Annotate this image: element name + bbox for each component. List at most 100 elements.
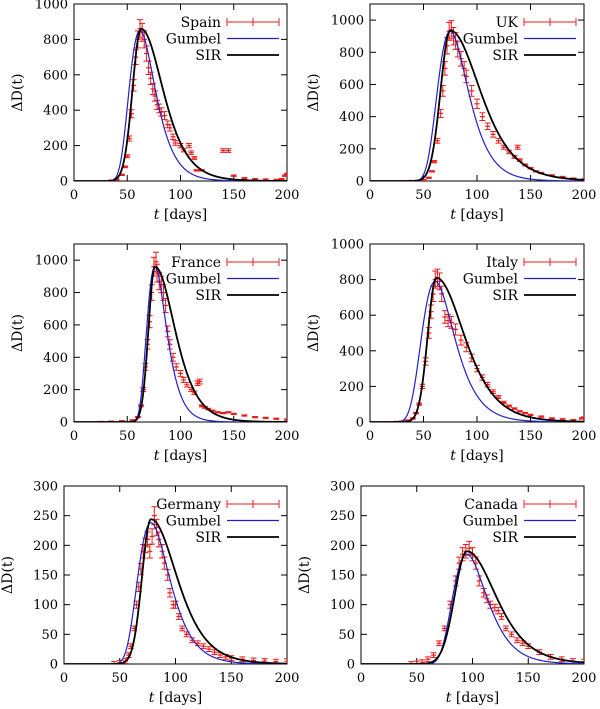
y-tick-label: 100 [330,598,355,613]
chart-panel-2: 0 50 100 150 200 0 200 400 600 800 1000 t [days] ΔD(… [306,3,597,223]
y-tick-label: 800 [43,33,68,48]
y-tick-label: 200 [339,380,364,395]
data-series [408,540,584,664]
legend-label: UK [496,15,519,31]
y-tick-label: 300 [330,480,355,495]
x-tick-label: 100 [163,671,188,686]
x-tick-label: 0 [70,188,78,203]
y-tick-label: 800 [43,286,68,301]
sir-curve [361,550,584,664]
gumbel-curve [74,265,287,422]
legend-label: Gumbel [166,32,222,48]
x-axis-label: t [days] [154,207,207,223]
y-axis-label: ΔD(t) [10,74,26,112]
y-tick-label: 800 [339,46,364,61]
gumbel-curve [64,522,287,664]
legend-label: Spain [181,15,221,31]
y-tick-label: 1000 [331,14,364,29]
legend-label: SIR [492,530,518,546]
y-tick-label: 50 [338,628,355,643]
y-tick-label: 200 [43,383,68,398]
x-tick-label: 100 [168,188,193,203]
x-tick-label: 200 [572,188,597,203]
chart-panel-5: 0 50 100 150 200 0 50 100 150 200 250 300 t [days] ΔD… [0,480,299,707]
y-tick-label: 200 [33,539,58,554]
x-axis-label: t [days] [450,207,503,223]
x-axis-label: t [days] [154,448,207,464]
sir-curve [64,518,287,664]
gumbel-curve [370,30,584,181]
x-tick-label: 100 [168,429,193,444]
legend-label: SIR [195,288,221,304]
x-tick-label: 200 [275,429,300,444]
y-tick-label: 150 [33,569,58,584]
y-tick-label: 50 [41,628,58,643]
y-axis-label: ΔD(t) [306,314,322,352]
y-axis-label: ΔD(t) [297,556,313,594]
x-tick-label: 200 [275,188,300,203]
y-tick-label: 1000 [331,238,364,253]
legend-label: Gumbel [166,514,222,530]
x-tick-label: 150 [518,188,543,203]
legend-label: Gumbel [463,514,519,530]
y-tick-label: 300 [33,480,58,495]
x-tick-label: 100 [460,671,485,686]
chart-panel-4: 0 50 100 150 200 0 200 400 600 800 1000 t [days] ΔD(… [306,238,596,465]
x-tick-label: 0 [357,671,365,686]
y-tick-label: 1000 [35,254,68,269]
x-tick-label: 150 [219,671,244,686]
y-tick-label: 150 [330,569,355,584]
x-tick-label: 150 [221,429,246,444]
x-tick-label: 50 [415,188,432,203]
legend-label: SIR [492,288,518,304]
chart-panel-3: 0 50 100 150 200 0 200 400 600 800 1000 t [days] ΔD(… [10,243,300,464]
y-tick-label: 400 [339,344,364,359]
legend-label: Gumbel [463,32,519,48]
y-tick-label: 100 [33,598,58,613]
chart-panel-6: 0 50 100 150 200 0 50 100 150 200 250 300 t [days] ΔD… [297,480,596,707]
x-tick-label: 0 [60,671,68,686]
x-tick-label: 200 [572,429,597,444]
legend-label: SIR [195,530,221,546]
y-tick-label: 600 [43,318,68,333]
sir-curve [74,27,287,181]
y-tick-label: 200 [43,139,68,154]
legend-label: Canada [464,497,518,513]
x-tick-label: 0 [366,188,374,203]
y-tick-label: 200 [330,539,355,554]
y-axis-label: ΔD(t) [306,74,322,112]
x-tick-label: 150 [518,429,543,444]
chart-panel-1: 0 50 100 150 200 0 200 400 600 800 1000 t [days] ΔD(… [10,0,299,223]
x-tick-label: 50 [119,429,136,444]
x-tick-label: 50 [408,671,425,686]
y-tick-label: 400 [43,351,68,366]
x-axis-label: t [days] [446,690,499,706]
y-tick-label: 600 [339,309,364,324]
x-tick-label: 50 [119,188,136,203]
y-tick-label: 250 [330,509,355,524]
legend-label: Italy [486,255,518,271]
legend-label: Gumbel [166,272,222,288]
sir-curve [370,29,584,181]
x-tick-label: 100 [465,188,490,203]
x-tick-label: 200 [572,671,597,686]
gumbel-curve [74,29,287,181]
y-axis-label: ΔD(t) [10,314,26,352]
x-tick-label: 0 [70,429,78,444]
y-tick-label: 400 [43,104,68,119]
y-tick-label: 0 [60,175,68,190]
y-tick-label: 0 [50,658,58,673]
y-tick-label: 1000 [35,0,68,13]
y-axis-label: ΔD(t) [0,556,16,594]
y-tick-label: 0 [356,416,364,431]
y-tick-label: 0 [356,175,364,190]
legend-label: Germany [156,497,221,513]
sir-curve [370,276,584,422]
x-tick-label: 50 [415,429,432,444]
legend-label: France [171,255,221,271]
